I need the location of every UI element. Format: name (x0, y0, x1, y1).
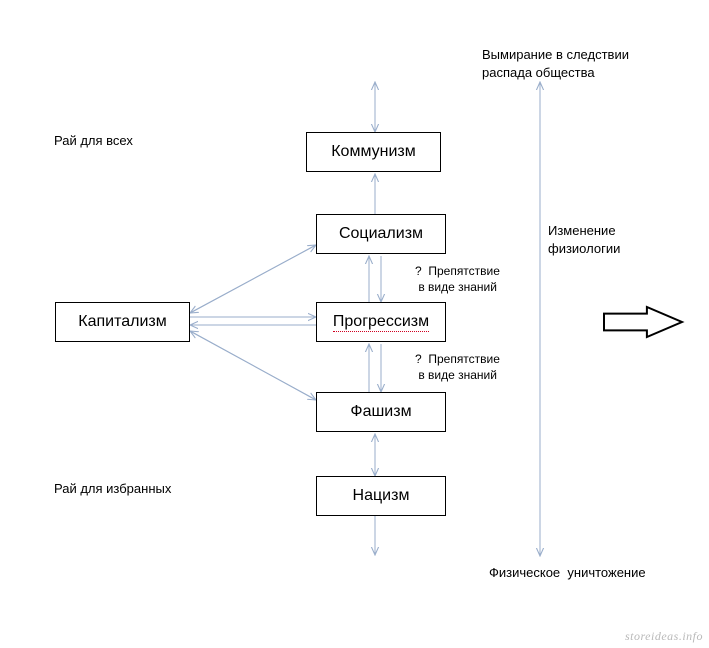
label-physiology-change: Изменение физиологии (548, 222, 620, 257)
annotation-obstacle-1: ? Препятствие в виде знаний (415, 264, 500, 295)
node-label: Коммунизм (331, 143, 416, 161)
label-extinction: Вымирание в следствии распада общества (482, 46, 629, 81)
node-nazism: Нацизм (316, 476, 446, 516)
diagram-root: { "type": "flowchart", "canvas": { "w": … (0, 0, 709, 648)
node-progressivism: Прогрессизм (316, 302, 446, 342)
label-destruction: Физическое уничтожение (489, 564, 646, 582)
annotation-obstacle-2: ? Препятствие в виде знаний (415, 352, 500, 383)
node-label: Социализм (339, 225, 423, 243)
node-communism: Коммунизм (306, 132, 441, 172)
node-label: Прогрессизм (333, 313, 429, 332)
watermark: storeideas.info (625, 629, 703, 644)
node-socialism: Социализм (316, 214, 446, 254)
node-label: Нацизм (353, 487, 410, 505)
label-paradise-chosen: Рай для избранных (54, 480, 171, 498)
node-fascism: Фашизм (316, 392, 446, 432)
label-paradise-all: Рай для всех (54, 132, 133, 150)
node-label: Капитализм (78, 313, 166, 331)
node-capitalism: Капитализм (55, 302, 190, 342)
node-label: Фашизм (350, 403, 411, 421)
